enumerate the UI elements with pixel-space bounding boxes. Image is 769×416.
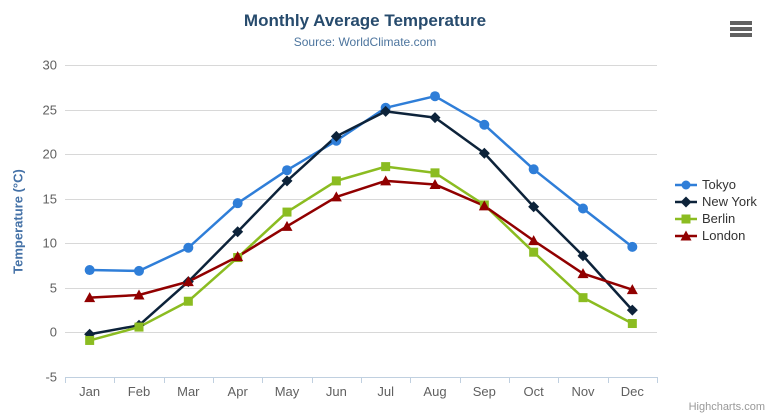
legend-label: London bbox=[702, 228, 746, 243]
x-axis-label: Sep bbox=[473, 384, 496, 399]
hamburger-icon-bar bbox=[730, 33, 752, 37]
x-axis-label: Jan bbox=[79, 384, 100, 399]
data-point-london[interactable] bbox=[232, 251, 244, 262]
x-axis-label: May bbox=[275, 384, 300, 399]
series-line-london bbox=[88, 179, 634, 299]
x-axis-label: Nov bbox=[571, 384, 595, 399]
data-point-tokyo[interactable] bbox=[479, 119, 490, 130]
chart-subtitle: Source: WorldClimate.com bbox=[293, 35, 437, 49]
x-axis-label: Aug bbox=[423, 384, 446, 399]
data-point-new-york[interactable] bbox=[330, 130, 342, 142]
data-point-london[interactable] bbox=[380, 175, 392, 186]
data-point-london[interactable] bbox=[626, 284, 638, 295]
legend-item-tokyo[interactable]: Tokyo bbox=[675, 176, 757, 193]
data-point-berlin[interactable] bbox=[183, 296, 193, 306]
y-axis-label: 0 bbox=[50, 325, 57, 340]
triangle-marker-icon bbox=[675, 230, 697, 240]
data-point-berlin[interactable] bbox=[430, 168, 440, 178]
data-point-london[interactable] bbox=[330, 191, 342, 202]
data-point-tokyo[interactable] bbox=[578, 203, 588, 214]
y-axis-label: 15 bbox=[43, 192, 57, 207]
y-axis-label: 30 bbox=[43, 58, 57, 73]
legend-item-berlin[interactable]: Berlin bbox=[675, 210, 757, 227]
legend-label: Tokyo bbox=[702, 177, 736, 192]
data-point-london[interactable] bbox=[528, 235, 540, 246]
data-point-new-york[interactable] bbox=[380, 105, 392, 117]
legend-label: Berlin bbox=[702, 211, 736, 226]
legend-item-new-york[interactable]: New York bbox=[675, 193, 757, 210]
data-point-new-york[interactable] bbox=[626, 304, 638, 316]
data-point-berlin[interactable] bbox=[529, 247, 539, 257]
y-axis-label: 20 bbox=[43, 147, 57, 162]
data-point-london[interactable] bbox=[133, 289, 145, 300]
x-axis-label: Dec bbox=[621, 384, 645, 399]
hamburger-icon-bar bbox=[730, 21, 752, 25]
x-axis-label: Oct bbox=[524, 384, 545, 399]
x-axis-label: Jun bbox=[326, 384, 347, 399]
data-point-tokyo[interactable] bbox=[183, 242, 194, 253]
data-point-tokyo[interactable] bbox=[232, 198, 243, 209]
data-point-london[interactable] bbox=[429, 178, 441, 189]
diamond-marker-icon bbox=[675, 196, 697, 207]
y-axis-label: 25 bbox=[43, 103, 57, 118]
data-point-tokyo[interactable] bbox=[134, 265, 144, 276]
series-line-new-york bbox=[88, 110, 634, 336]
data-point-new-york[interactable] bbox=[281, 175, 293, 187]
data-point-new-york[interactable] bbox=[577, 250, 589, 262]
series-line-tokyo bbox=[88, 94, 634, 273]
data-point-tokyo[interactable] bbox=[282, 165, 292, 176]
circle-marker-icon bbox=[675, 180, 697, 189]
data-point-berlin[interactable] bbox=[134, 322, 144, 332]
data-point-tokyo[interactable] bbox=[627, 241, 638, 252]
data-point-berlin[interactable] bbox=[85, 335, 95, 345]
series-line-berlin bbox=[88, 165, 634, 342]
x-axis-label: Mar bbox=[177, 384, 200, 399]
x-axis-label: Feb bbox=[128, 384, 150, 399]
data-point-london[interactable] bbox=[281, 220, 293, 231]
legend-label: New York bbox=[702, 194, 757, 209]
data-point-tokyo[interactable] bbox=[84, 265, 95, 276]
data-point-new-york[interactable] bbox=[528, 201, 540, 213]
hamburger-icon-bar bbox=[730, 27, 752, 31]
data-point-berlin[interactable] bbox=[282, 207, 292, 217]
data-point-berlin[interactable] bbox=[331, 176, 341, 186]
context-menu-button[interactable] bbox=[729, 20, 753, 38]
y-axis-label: 10 bbox=[43, 236, 57, 251]
x-axis-label: Apr bbox=[228, 384, 249, 399]
data-point-tokyo[interactable] bbox=[430, 91, 440, 102]
data-point-london[interactable] bbox=[182, 276, 194, 287]
x-axis-label: Jul bbox=[377, 384, 394, 399]
data-point-new-york[interactable] bbox=[232, 226, 244, 238]
y-axis-label: -5 bbox=[45, 370, 57, 385]
data-point-berlin[interactable] bbox=[578, 293, 588, 303]
data-point-london[interactable] bbox=[84, 292, 96, 303]
square-marker-icon bbox=[675, 214, 697, 223]
data-point-london[interactable] bbox=[577, 268, 589, 279]
legend: Tokyo New York Berlin London bbox=[675, 176, 757, 244]
data-point-berlin[interactable] bbox=[381, 162, 391, 172]
chart-title: Monthly Average Temperature bbox=[243, 11, 487, 30]
data-point-new-york[interactable] bbox=[478, 147, 490, 159]
data-point-new-york[interactable] bbox=[429, 112, 441, 124]
y-axis-title: Temperature (°C) bbox=[10, 169, 26, 274]
legend-item-london[interactable]: London bbox=[675, 227, 757, 244]
credits-link[interactable]: Highcharts.com bbox=[688, 401, 765, 413]
y-axis-label: 5 bbox=[50, 281, 57, 296]
data-point-london[interactable] bbox=[478, 200, 490, 211]
data-point-berlin[interactable] bbox=[627, 319, 637, 329]
data-point-tokyo[interactable] bbox=[528, 164, 539, 175]
